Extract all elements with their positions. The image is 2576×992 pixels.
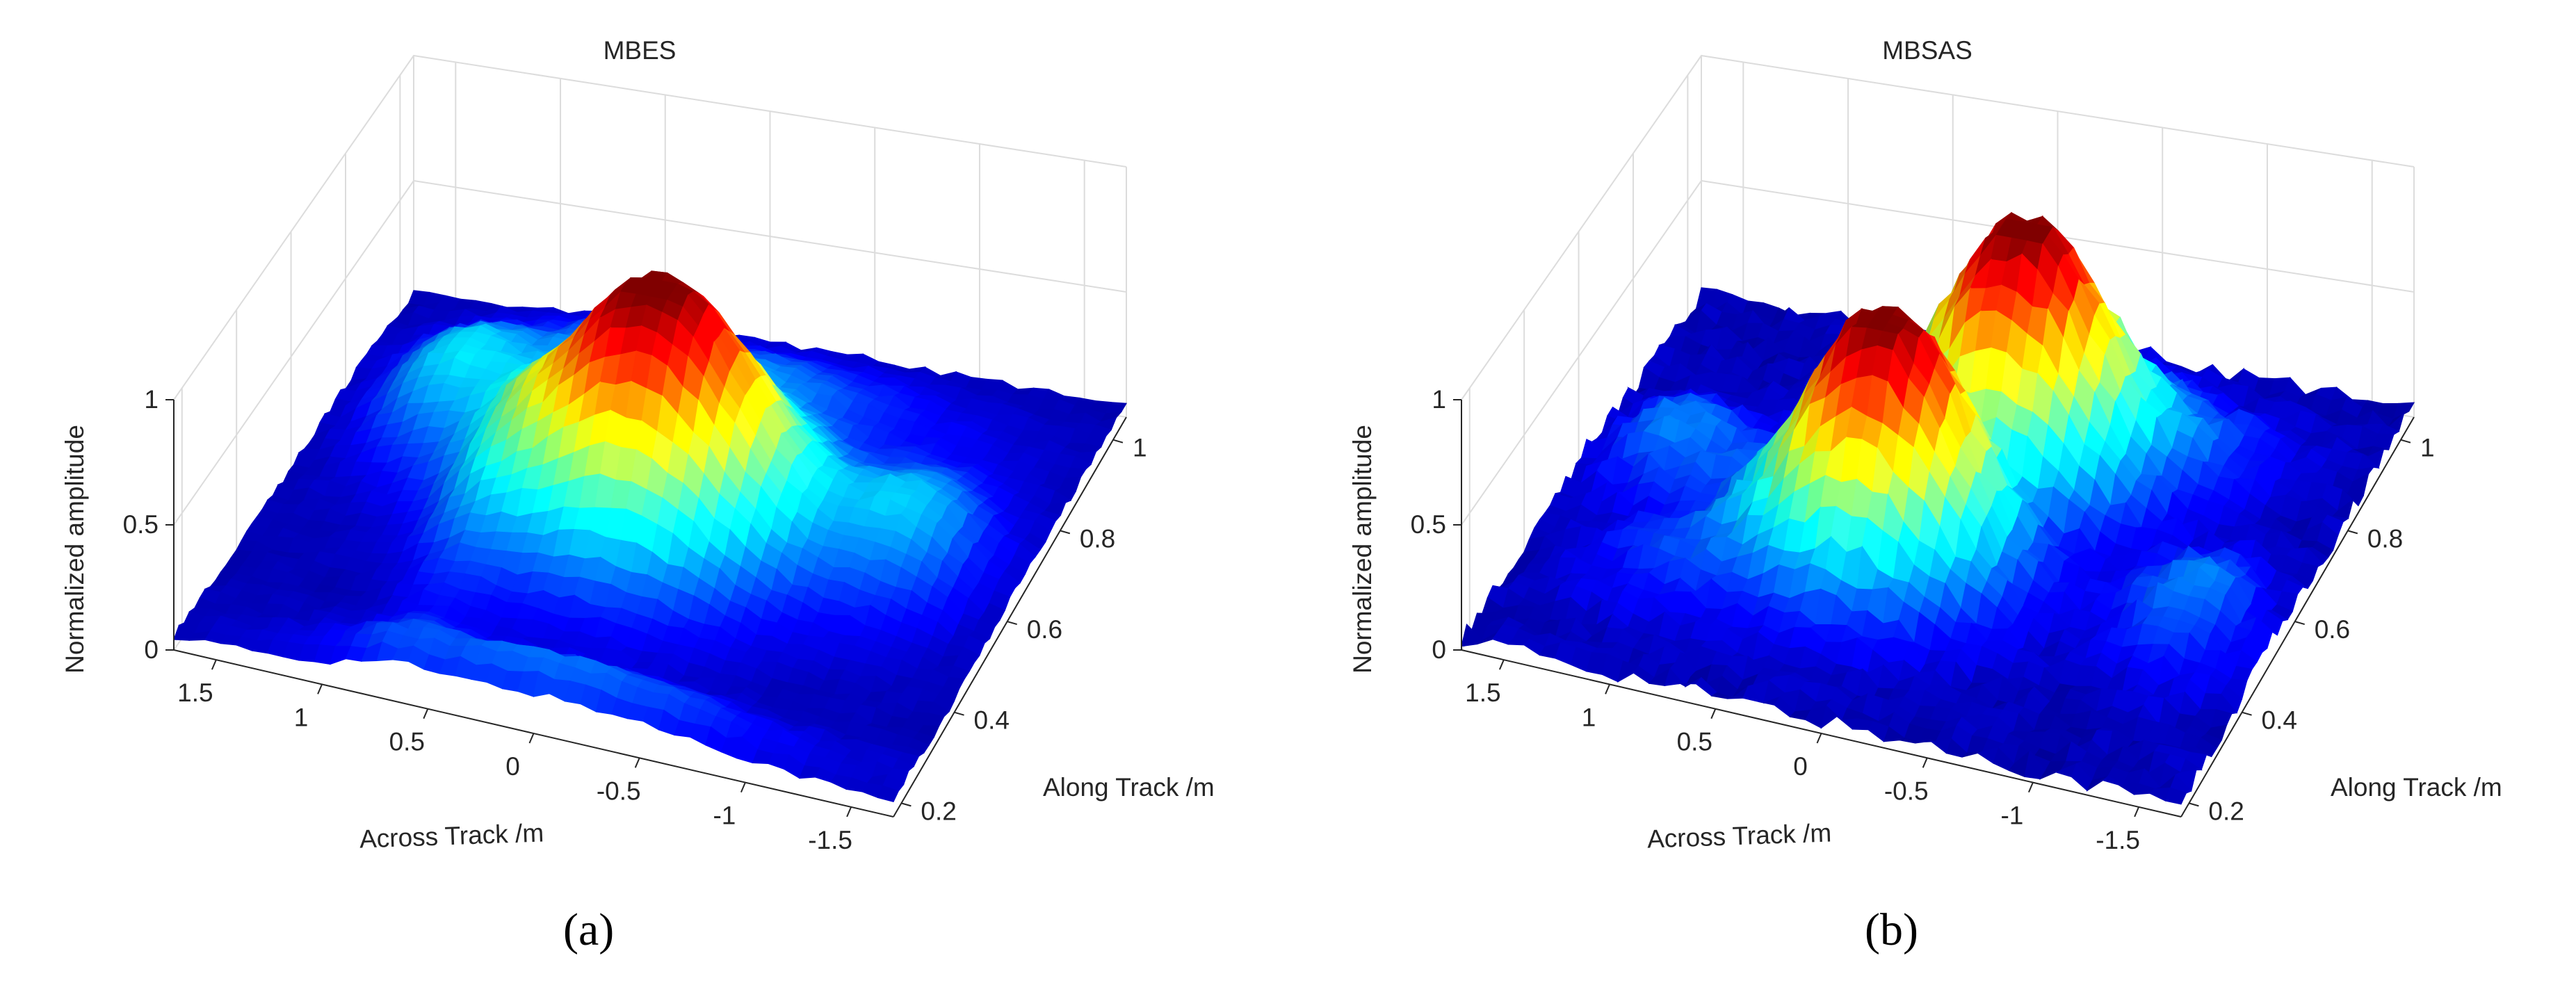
x-tick-mark xyxy=(1922,757,1928,768)
y-axis-label: Along Track /m xyxy=(1043,773,1215,802)
z-tick-label: 0.5 xyxy=(123,510,159,539)
x-tick-mark xyxy=(740,782,746,792)
x-tick-mark xyxy=(634,757,640,768)
tick-labels: 1.5 1 0.5 0 -0.5 -1 -1.5 0.2 0.4 0.6 0.8 1 0 0.5 1 xyxy=(1411,385,2435,854)
y-tick-label: 0.2 xyxy=(921,797,956,825)
axis-lines xyxy=(173,400,1127,818)
x-tick-label: -0.5 xyxy=(597,776,641,805)
x-tick-label: -0.5 xyxy=(1884,776,1929,805)
surface-plot-b: MBSAS 1.5 1 0.5 0 -0.5 -1 -1.5 0.2 0.4 0.6 0.8 1 0 0.5… xyxy=(1348,36,2502,854)
x-tick-mark xyxy=(846,806,852,818)
surface xyxy=(1461,211,2415,805)
x-tick-label: -1 xyxy=(713,802,736,830)
chart-panel-a: MBES 1.5 1 0.5 0 -0.5 -1 -1.5 0.2 0.4 0.6 0.8 1 0 0.5 1… xyxy=(60,36,1215,955)
x-axis-label: Across Track /m xyxy=(1646,818,1831,853)
y-tick-mark xyxy=(1112,439,1124,444)
y-tick-mark xyxy=(1060,530,1071,535)
chart-title: MBSAS xyxy=(1882,36,1972,65)
x-tick-mark xyxy=(1605,684,1611,694)
y-tick-mark xyxy=(954,711,964,716)
x-tick-label: 0 xyxy=(505,752,520,781)
x-tick-label: 0 xyxy=(1793,752,1808,781)
y-tick-mark xyxy=(2347,530,2358,535)
z-tick-label: 0 xyxy=(144,635,159,664)
x-tick-mark xyxy=(423,708,429,719)
x-tick-label: 1 xyxy=(1582,703,1596,731)
x-tick-mark xyxy=(317,684,323,694)
y-tick-label: 0.6 xyxy=(2315,615,2350,644)
y-tick-label: 1 xyxy=(1133,434,1147,462)
surface-patch xyxy=(877,785,900,803)
y-tick-mark xyxy=(2294,621,2305,625)
x-tick-mark xyxy=(2134,806,2140,818)
x-tick-label: 0.5 xyxy=(389,728,425,756)
y-tick-label: 0.6 xyxy=(1027,615,1062,644)
y-tick-label: 0.2 xyxy=(2208,797,2244,825)
y-tick-mark xyxy=(2400,439,2411,444)
y-tick-mark xyxy=(2189,802,2199,807)
panel-caption-b: (b) xyxy=(1865,904,1918,955)
x-tick-mark xyxy=(1710,708,1717,719)
panel-caption-a: (a) xyxy=(563,904,615,955)
x-axis-label: Across Track /m xyxy=(359,818,544,853)
x-tick-mark xyxy=(1498,659,1505,670)
x-tick-label: 0.5 xyxy=(1677,728,1712,756)
x-tick-mark xyxy=(528,733,535,744)
chart-panel-b: MBSAS 1.5 1 0.5 0 -0.5 -1 -1.5 0.2 0.4 0.6 0.8 1 0 0.5… xyxy=(1288,0,2575,992)
chart-title: MBES xyxy=(604,36,677,65)
axis-lines xyxy=(1461,400,2415,818)
y-axis-line xyxy=(893,416,1127,818)
y-axis-label: Along Track /m xyxy=(2331,773,2502,802)
y-tick-mark xyxy=(2242,711,2252,716)
z-tick-label: 1 xyxy=(144,385,159,414)
surface xyxy=(173,270,1128,803)
y-tick-mark xyxy=(901,802,912,807)
surface-patch xyxy=(2164,787,2187,805)
x-tick-label: -1 xyxy=(2000,802,2023,830)
y-tick-label: 0.4 xyxy=(2262,706,2297,735)
z-axis-label: Normalized amplitude xyxy=(1348,425,1377,674)
y-tick-label: 0.8 xyxy=(1080,524,1115,553)
tick-labels: 1.5 1 0.5 0 -0.5 -1 -1.5 0.2 0.4 0.6 0.8 1 0 0.5 1 xyxy=(123,385,1147,854)
x-tick-mark xyxy=(2027,782,2034,792)
x-axis-line xyxy=(1461,649,2182,818)
x-axis-line xyxy=(173,649,894,818)
x-tick-label: -1.5 xyxy=(2096,826,2140,854)
x-tick-label: 1.5 xyxy=(1465,678,1500,707)
z-axis-label: Normalized amplitude xyxy=(60,425,89,674)
z-tick-label: 0 xyxy=(1432,635,1446,664)
x-tick-label: -1.5 xyxy=(808,826,852,854)
y-tick-mark xyxy=(1007,621,1017,625)
x-tick-mark xyxy=(1816,733,1822,744)
y-axis-line xyxy=(2180,416,2415,818)
z-tick-label: 0.5 xyxy=(1411,510,1446,539)
z-tick-label: 1 xyxy=(1432,385,1446,414)
x-tick-label: 1.5 xyxy=(177,678,213,707)
y-tick-label: 0.4 xyxy=(974,706,1010,735)
y-tick-label: 0.8 xyxy=(2367,524,2403,553)
y-tick-label: 1 xyxy=(2420,434,2435,462)
x-tick-label: 1 xyxy=(294,703,309,731)
x-tick-mark xyxy=(211,659,217,670)
surface-plot-a: MBES1.510.50-0.5-1-1.50.20.40.60.8100.51… xyxy=(60,36,1215,854)
